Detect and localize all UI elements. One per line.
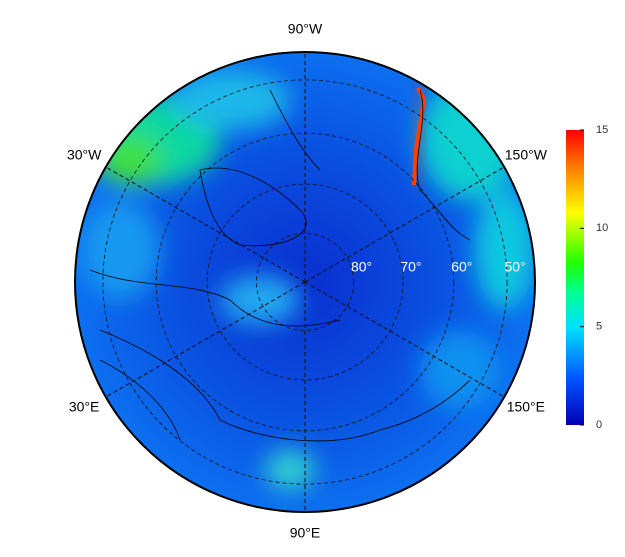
latitude-circle [206, 183, 404, 381]
latitude-label: 50° [505, 259, 526, 275]
colorbar-tick-label: 5 [596, 321, 602, 333]
colorbar-tick-label: 15 [596, 124, 608, 136]
meridian-line [304, 281, 505, 398]
meridian-label: 150°E [507, 399, 545, 415]
colorbar-tick-label: 0 [596, 419, 602, 431]
colorbar [566, 130, 584, 425]
meridian-line [304, 166, 505, 283]
latitude-circle [256, 233, 354, 331]
meridian-label: 30°E [69, 399, 100, 415]
colorbar-tick-label: 10 [596, 222, 608, 234]
meridian-line [105, 281, 306, 398]
meridian-label: 150°W [505, 147, 548, 163]
meridian-label: 90°E [290, 525, 321, 541]
graticule [102, 52, 508, 512]
meridian-line [105, 166, 306, 283]
latitude-label: 60° [451, 259, 472, 275]
latitude-label: 80° [351, 259, 372, 275]
meridian-label: 30°W [67, 147, 102, 163]
latitude-circle [102, 79, 508, 485]
meridian-label: 90°W [288, 21, 323, 37]
map-border [74, 51, 536, 513]
latitude-label: 70° [400, 259, 421, 275]
